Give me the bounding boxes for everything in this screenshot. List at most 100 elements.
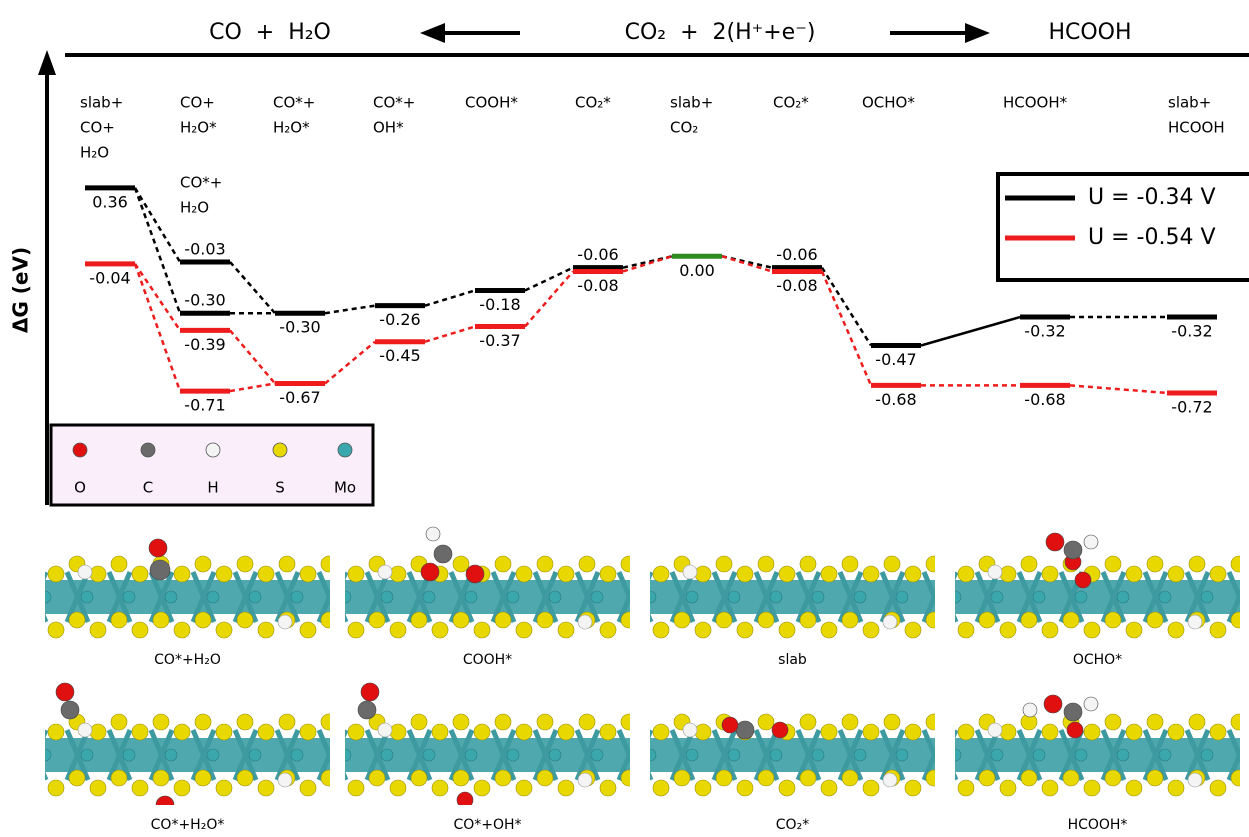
structure-image: [935, 533, 1249, 638]
atom: [549, 749, 561, 761]
structure-image: [325, 527, 658, 638]
atom: [90, 566, 106, 582]
state-label: slab+: [670, 94, 713, 112]
atom: [111, 612, 127, 628]
value-label: -0.71: [184, 396, 225, 415]
atom: [78, 565, 92, 579]
atom: [1084, 724, 1100, 740]
atom: [905, 622, 921, 638]
atom-swatch: [73, 443, 87, 457]
atom: [926, 714, 942, 730]
atom-swatch: [273, 443, 287, 457]
atom: [1210, 780, 1226, 796]
atom: [896, 749, 908, 761]
state-label: H₂O: [180, 199, 209, 217]
connector: [230, 383, 275, 391]
atom: [558, 780, 574, 796]
atom: [686, 591, 698, 603]
atom: [1210, 622, 1226, 638]
atom: [779, 566, 795, 582]
value-label: -0.39: [184, 335, 225, 354]
atom: [722, 717, 738, 733]
atom: [633, 591, 645, 603]
value-label: -0.06: [776, 245, 817, 264]
atom: [495, 714, 511, 730]
atom: [495, 612, 511, 628]
value-label: -0.04: [89, 268, 130, 287]
value-label: 0.00: [679, 261, 715, 280]
atom: [821, 780, 837, 796]
atom: [905, 566, 921, 582]
connector: [525, 271, 573, 326]
atom: [632, 612, 648, 628]
atom: [737, 622, 753, 638]
atom: [27, 612, 43, 628]
atom: [591, 749, 603, 761]
atom: [174, 622, 190, 638]
atom: [1189, 556, 1205, 572]
value-label: -0.18: [479, 295, 520, 314]
atom: [800, 714, 816, 730]
atom: [111, 714, 127, 730]
atom: [558, 566, 574, 582]
atom: [432, 724, 448, 740]
structure-caption: OCHO*: [1073, 652, 1122, 668]
atom: [578, 773, 592, 787]
bond: [630, 572, 651, 622]
atom: [537, 556, 553, 572]
atom: [883, 615, 897, 629]
atom: [423, 749, 435, 761]
atom: [558, 622, 574, 638]
atom: [1231, 556, 1247, 572]
connector: [921, 317, 1020, 345]
state-label: CO₂: [670, 119, 698, 137]
atom: [653, 724, 669, 740]
atom: [695, 780, 711, 796]
value-label: -0.30: [184, 291, 225, 310]
atom: [958, 724, 974, 740]
value-label: -0.72: [1171, 397, 1212, 416]
atom: [516, 622, 532, 638]
atom: [1231, 770, 1247, 786]
bond: [935, 730, 956, 780]
atom: [111, 556, 127, 572]
atom: [258, 724, 274, 740]
connector: [425, 327, 475, 342]
atom: [474, 724, 490, 740]
atom: [423, 591, 435, 603]
value-label: -0.37: [479, 331, 520, 350]
atom: [237, 770, 253, 786]
structure-caption: COOH*: [463, 652, 512, 668]
atom: [465, 591, 477, 603]
atom: [421, 563, 439, 581]
atom: [728, 749, 740, 761]
atom: [1021, 612, 1037, 628]
atom: [549, 591, 561, 603]
atom: [507, 591, 519, 603]
atom: [348, 622, 364, 638]
atom: [516, 566, 532, 582]
atom: [61, 701, 79, 719]
atom: [1168, 724, 1184, 740]
state-label: OCHO*: [862, 94, 915, 112]
atom: [48, 780, 64, 796]
atom: [378, 723, 392, 737]
atom: [333, 749, 345, 761]
atom: [653, 622, 669, 638]
atom-label: H: [207, 479, 218, 497]
atom: [863, 566, 879, 582]
value-label: -0.26: [379, 310, 420, 329]
atom: [854, 749, 866, 761]
state-label: CO*+: [273, 94, 315, 112]
atom: [905, 724, 921, 740]
atom: [321, 556, 337, 572]
atom: [1159, 749, 1171, 761]
connector: [135, 264, 180, 330]
atom: [653, 566, 669, 582]
atom: [495, 556, 511, 572]
reaction-left: CO + H₂O: [209, 20, 331, 45]
atom: [432, 780, 448, 796]
atom: [926, 770, 942, 786]
atom: [390, 622, 406, 638]
value-label: -0.32: [1024, 322, 1065, 341]
